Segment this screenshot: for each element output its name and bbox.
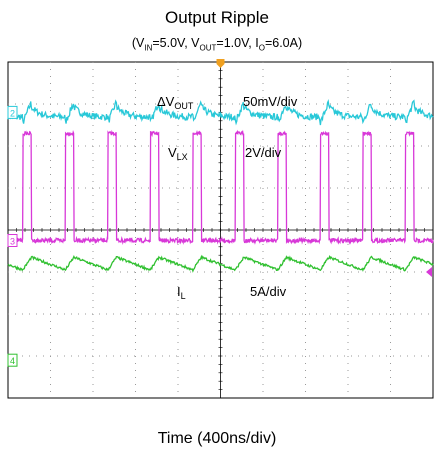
label-vlx: VLX bbox=[168, 145, 188, 162]
trigger-marker bbox=[216, 59, 225, 68]
trace-il-current bbox=[7, 254, 434, 273]
scale-il: 5A/div bbox=[250, 284, 287, 299]
channel-marker-label: 4 bbox=[10, 356, 15, 366]
chart-subtitle: (VIN=5.0V, VOUT=1.0V, IO=6.0A) bbox=[131, 36, 303, 53]
scale-vlx: 2V/div bbox=[245, 145, 282, 160]
trace-labels: ΔVOUT 50mV/div VLX 2V/div IL 5A/div bbox=[157, 94, 298, 301]
channel-marker-box bbox=[7, 234, 18, 247]
label-dvout: ΔVOUT bbox=[157, 94, 194, 111]
channel-marker-box bbox=[7, 105, 18, 119]
channel-marker-label: 3 bbox=[10, 237, 15, 247]
label-il: IL bbox=[177, 284, 186, 301]
scope-grid bbox=[7, 59, 434, 399]
scale-dvout: 50mV/div bbox=[243, 94, 298, 109]
right-level-marker bbox=[426, 267, 432, 277]
trace-vout-ripple bbox=[7, 99, 434, 126]
trace-vlx-switching bbox=[7, 129, 434, 245]
chart-title: Output Ripple bbox=[165, 8, 269, 27]
channel-marker-label: 2 bbox=[10, 108, 15, 118]
channel-marker-box bbox=[7, 353, 18, 367]
channel-markers: 2 3 4 bbox=[7, 105, 432, 367]
scope-traces bbox=[7, 99, 434, 273]
x-axis-label: Time (400ns/div) bbox=[157, 430, 277, 447]
